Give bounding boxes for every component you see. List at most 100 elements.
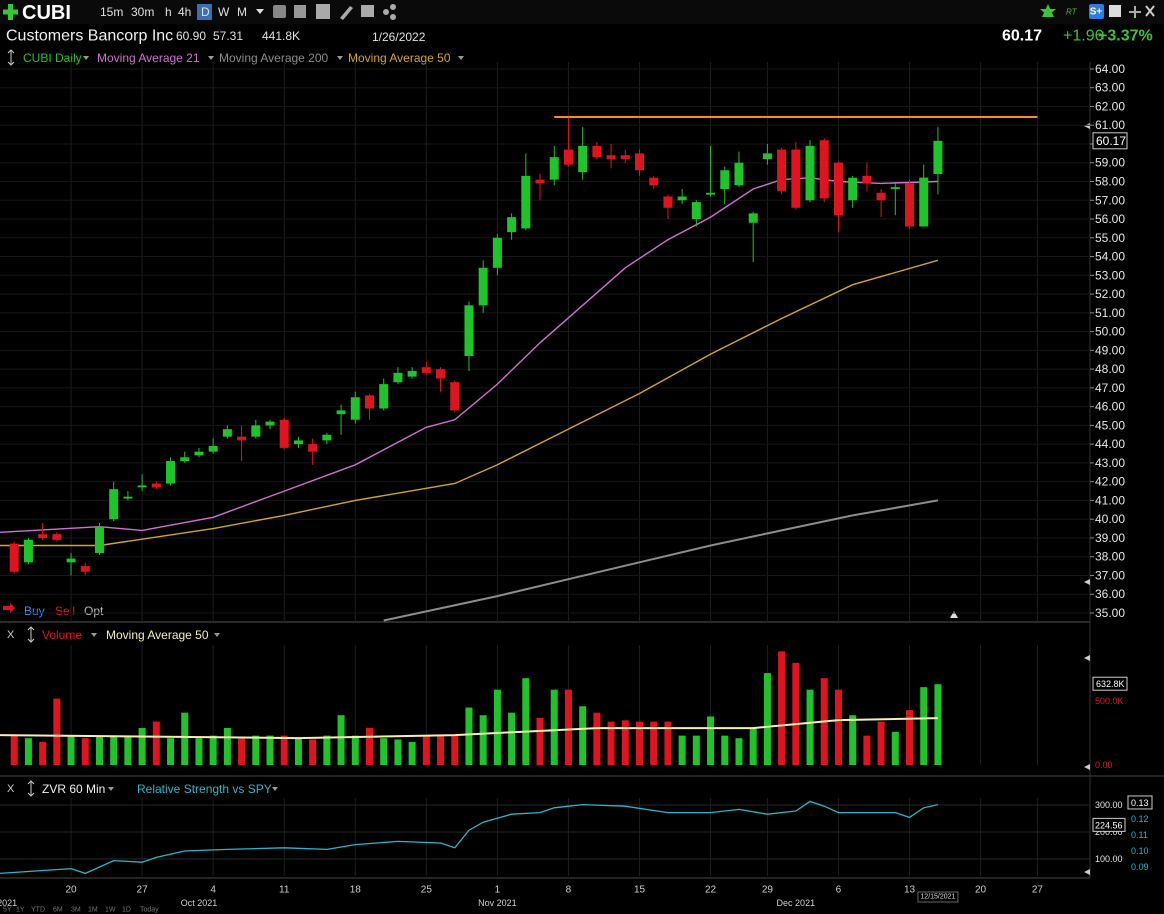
chart-type-icon[interactable]	[273, 5, 286, 18]
quote-volume: 441.8K	[262, 29, 300, 43]
volume-bar	[138, 727, 146, 765]
move-icon[interactable]	[1129, 6, 1141, 18]
volume-bar	[67, 735, 75, 765]
candle-body	[848, 177, 858, 201]
legend-caret[interactable]	[108, 787, 114, 791]
interval-button[interactable]: 30m	[131, 5, 154, 19]
legend-caret[interactable]	[337, 56, 343, 60]
range-button[interactable]: 6M	[53, 907, 63, 914]
volume-bar	[195, 738, 203, 765]
candle-body	[535, 179, 545, 184]
favorite-icon[interactable]	[1040, 4, 1056, 17]
interval-button[interactable]: W	[218, 5, 230, 19]
volume-bar	[479, 715, 487, 765]
legend-label[interactable]: Moving Average 200	[219, 51, 329, 65]
range-button[interactable]: 1D	[122, 907, 131, 914]
interval-dropdown[interactable]	[256, 9, 264, 14]
legend-label[interactable]: Volume	[42, 628, 82, 642]
volume-bar	[238, 738, 246, 765]
legend-label[interactable]: CUBI Daily	[23, 51, 82, 65]
interval-button[interactable]: 15m	[100, 5, 123, 19]
volume-bar	[95, 735, 103, 765]
candle-body	[606, 155, 616, 159]
candle-body	[308, 444, 318, 452]
range-button[interactable]: 1M	[88, 907, 98, 914]
bars-icon[interactable]	[294, 5, 306, 18]
candle-body	[464, 305, 474, 356]
y-tick-label: 64.00	[1095, 62, 1125, 76]
share-icon[interactable]	[383, 9, 389, 15]
draw-icon[interactable]	[340, 6, 353, 20]
y-tick-label: 50.00	[1095, 325, 1125, 339]
y-tick-label: 41.00	[1095, 493, 1125, 507]
symbol[interactable]: CUBI	[22, 2, 71, 24]
interval-button[interactable]: 4h	[178, 5, 191, 19]
sell-button[interactable]: Sell	[55, 604, 75, 618]
range-button[interactable]: YTD	[31, 907, 45, 914]
legend-caret[interactable]	[208, 56, 214, 60]
indicator-icon[interactable]	[316, 4, 330, 19]
legend-label[interactable]: Moving Average 50	[348, 51, 451, 65]
opt-button[interactable]: Opt	[84, 604, 104, 618]
candle-body	[322, 434, 332, 441]
last-price-label: 60.17	[1096, 134, 1126, 148]
layout-icon[interactable]	[361, 5, 374, 17]
range-button[interactable]: Today	[140, 907, 159, 914]
legend-caret[interactable]	[214, 633, 220, 637]
candle-body	[862, 175, 872, 184]
interval-button[interactable]: h	[165, 5, 172, 19]
moving-average-line	[0, 177, 938, 533]
legend-caret[interactable]	[458, 56, 464, 60]
y2-tick-label: 0.11	[1131, 830, 1148, 840]
y2-tick-label: 0.09	[1131, 862, 1149, 872]
toolbar-icons	[273, 4, 1155, 20]
window-icon[interactable]	[1109, 5, 1121, 17]
interval-button[interactable]: D	[201, 5, 210, 19]
candle-body	[933, 140, 943, 174]
scroll-marker[interactable]	[950, 611, 958, 618]
indicator-name[interactable]: ZVR 60 Min	[42, 782, 105, 796]
add-symbol-icon[interactable]	[3, 4, 18, 20]
volume-bar	[39, 742, 47, 765]
legend-caret[interactable]	[83, 56, 89, 60]
legend-handle[interactable]	[27, 626, 35, 643]
panel-close[interactable]: X	[7, 783, 15, 795]
candle-body	[66, 558, 76, 563]
last-price: 60.17	[1002, 28, 1042, 45]
range-button[interactable]: 1W	[105, 907, 116, 914]
volume-bar	[351, 735, 359, 765]
cursor-label-box	[917, 891, 959, 903]
legend-caret[interactable]	[91, 633, 97, 637]
y-tick-label: 52.00	[1095, 287, 1125, 301]
volume-bar	[650, 721, 658, 765]
s-badge[interactable]	[1089, 4, 1104, 19]
range-button[interactable]: 3M	[71, 907, 81, 914]
volume-bar	[906, 710, 914, 765]
volume-bar	[891, 731, 899, 765]
range-button[interactable]: 5Y	[3, 907, 12, 914]
candle-body	[620, 155, 630, 159]
panel-close[interactable]: X	[7, 629, 15, 641]
y-tick-label: 51.00	[1095, 306, 1125, 320]
legend-handle[interactable]	[7, 49, 15, 66]
y-tick-label: 36.00	[1095, 587, 1125, 601]
legend-label[interactable]: Moving Average 21	[97, 51, 200, 65]
volume-bar	[749, 727, 757, 765]
volume-bar	[394, 739, 402, 765]
s-badge-label[interactable]: S+	[1090, 7, 1103, 18]
range-button[interactable]: 1Y	[16, 907, 25, 914]
y-tick-label: 62.00	[1095, 99, 1125, 113]
y-tick-label: 300.00	[1095, 800, 1123, 810]
legend-label[interactable]: Moving Average 50	[106, 628, 209, 642]
buy-button[interactable]: Buy	[24, 604, 45, 618]
y-tick-label: 40.00	[1095, 512, 1125, 526]
legend-handle[interactable]	[27, 780, 35, 797]
legend-caret[interactable]	[272, 787, 278, 791]
legend-label[interactable]: Relative Strength vs SPY	[137, 782, 272, 796]
close-icon[interactable]	[1145, 5, 1155, 17]
candle-body	[80, 566, 90, 572]
interval-button[interactable]: M	[237, 5, 247, 19]
trade-icon[interactable]	[3, 603, 15, 613]
candle-body	[919, 177, 929, 227]
